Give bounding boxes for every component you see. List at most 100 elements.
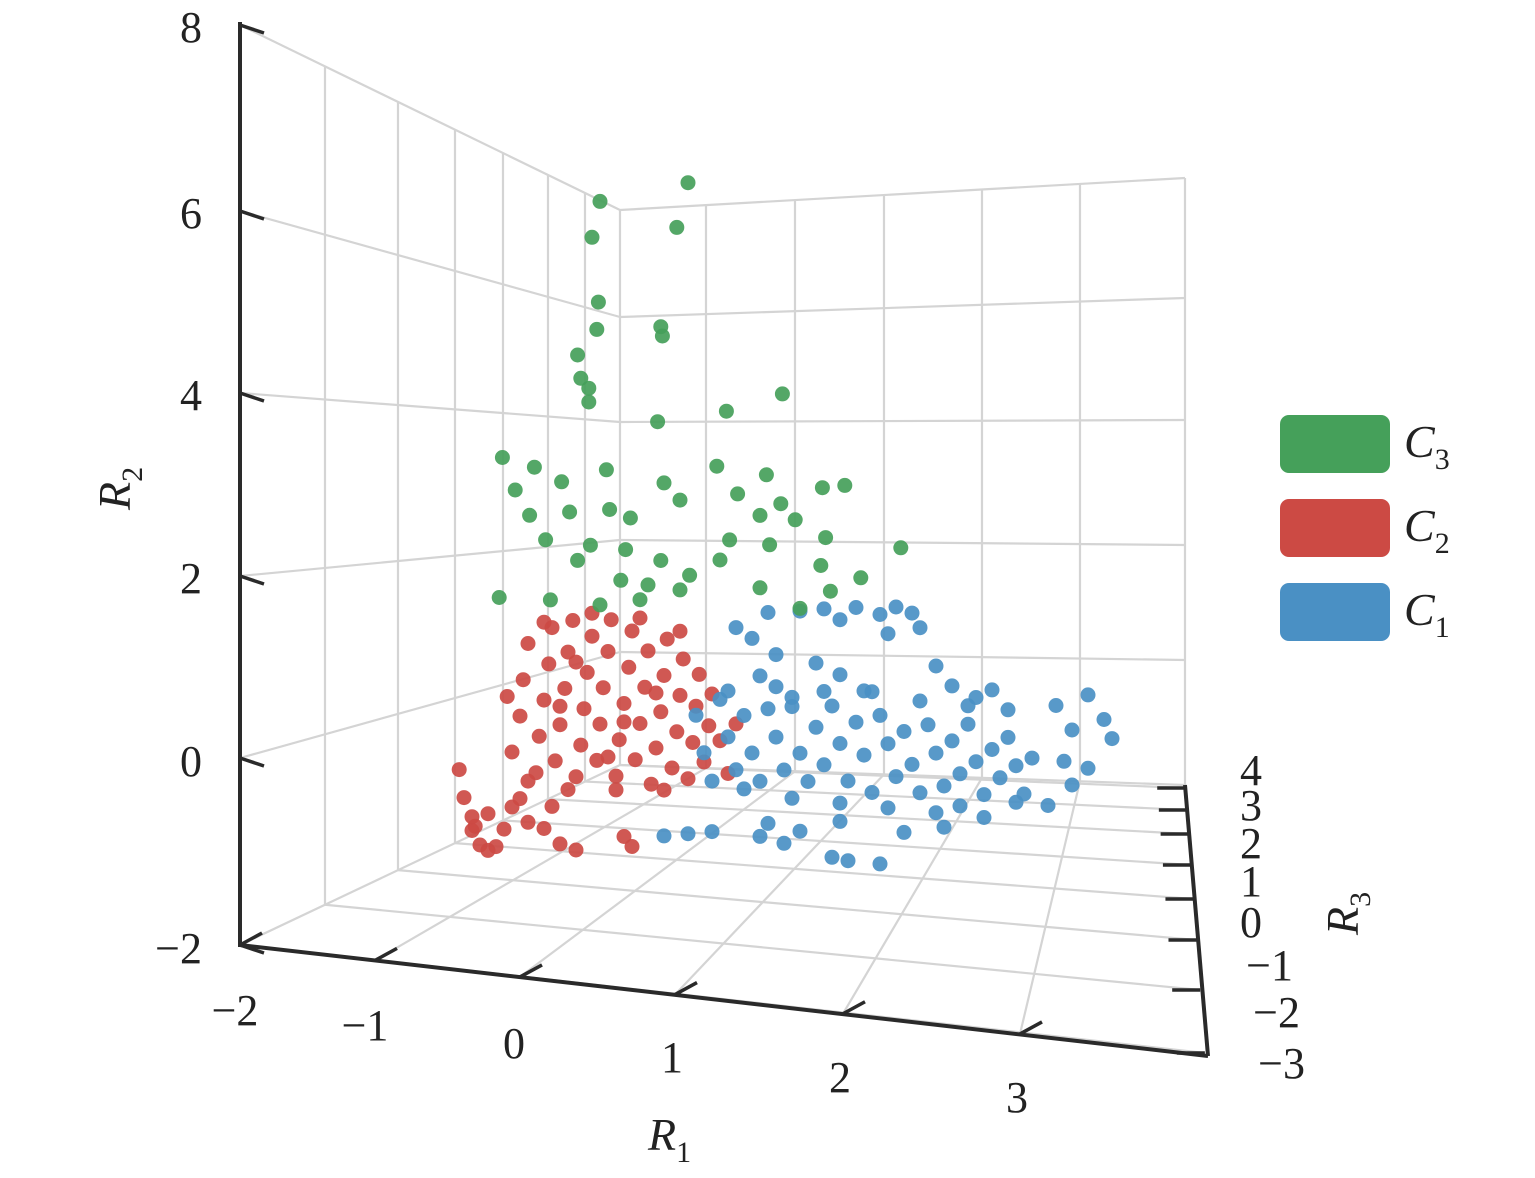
x-axis-line	[239, 943, 1209, 1058]
y-tick-label: 2	[180, 554, 202, 603]
data-point-c1	[1008, 758, 1024, 774]
x-tick	[239, 931, 263, 947]
data-point-c1	[904, 605, 920, 621]
z-tick-label: −3	[1258, 1039, 1305, 1088]
data-point-c1	[768, 729, 784, 745]
data-point-c1	[808, 655, 824, 671]
data-point-c1	[912, 693, 928, 709]
data-point-c3	[570, 347, 586, 363]
grid-line	[239, 209, 621, 319]
y-tick	[239, 23, 265, 35]
data-point-c2	[680, 771, 696, 787]
data-point-c2	[616, 696, 632, 711]
grid-line	[239, 391, 621, 424]
data-point-c3	[752, 507, 768, 523]
data-point-c2	[624, 839, 640, 854]
data-point-c2	[499, 689, 515, 704]
z-tick-label: 2	[1240, 819, 1262, 868]
data-point-c1	[832, 612, 848, 628]
data-point-c1	[912, 620, 928, 636]
data-point-c1	[1104, 731, 1120, 747]
data-point-c2	[512, 708, 528, 724]
data-point-c1	[952, 798, 968, 814]
data-point-c3	[590, 294, 606, 310]
data-point-c1	[752, 773, 768, 789]
data-point-c1	[848, 714, 864, 730]
data-point-c1	[984, 742, 1000, 757]
data-point-c2	[600, 749, 616, 765]
data-point-c2	[552, 836, 568, 852]
data-point-c2	[672, 623, 688, 639]
data-point-c1	[1040, 798, 1056, 813]
data-point-c1	[1064, 777, 1080, 793]
data-point-c1	[896, 724, 912, 739]
data-point-c2	[560, 782, 576, 798]
data-point-c3	[814, 480, 830, 496]
data-point-c1	[920, 717, 936, 733]
x-tick-label: 3	[1006, 1073, 1028, 1122]
data-point-c1	[808, 719, 824, 735]
data-point-c3	[709, 458, 725, 474]
data-point-c1	[976, 810, 992, 825]
z-tick-label: −1	[1246, 941, 1293, 990]
y-tick	[239, 574, 265, 586]
data-point-c1	[720, 729, 736, 745]
x-tick-label: −2	[212, 986, 259, 1035]
legend-swatch-c3	[1280, 415, 1390, 473]
data-point-c3	[491, 590, 507, 605]
data-point-c3	[589, 321, 605, 337]
grid-line	[584, 780, 1187, 812]
data-point-c2	[627, 752, 643, 768]
data-point-c1	[856, 747, 872, 763]
data-point-c1	[800, 774, 816, 789]
data-point-c2	[568, 769, 584, 785]
x-tick	[674, 981, 698, 997]
data-point-c3	[522, 507, 538, 523]
data-point-c1	[792, 823, 808, 839]
data-point-c1	[760, 815, 776, 831]
data-point-c2	[451, 762, 467, 778]
grid-line	[547, 798, 1189, 836]
y-tick	[239, 391, 265, 403]
z-tick-label: 3	[1240, 781, 1262, 830]
data-point-c1	[928, 658, 944, 674]
data-point-c1	[768, 647, 784, 663]
data-point-c2	[467, 818, 483, 834]
y-tick	[239, 943, 265, 955]
data-point-c2	[664, 760, 680, 776]
data-point-c1	[824, 698, 840, 714]
data-point-c2	[536, 692, 552, 708]
data-point-c2	[656, 782, 672, 798]
grid-line	[674, 773, 885, 996]
data-point-c2	[557, 681, 573, 696]
data-point-c1	[832, 667, 848, 683]
data-point-c2	[552, 698, 568, 714]
data-point-c1	[960, 698, 976, 714]
data-point-c3	[669, 219, 685, 235]
data-point-c1	[768, 679, 784, 695]
data-point-c3	[622, 510, 638, 526]
data-point-c2	[653, 704, 669, 720]
data-points	[451, 175, 1120, 872]
data-point-c1	[944, 678, 960, 694]
data-point-c2	[560, 644, 576, 660]
data-point-c1	[816, 684, 832, 699]
data-point-c1	[832, 736, 848, 751]
data-point-c2	[576, 701, 592, 717]
z-axis-line	[1183, 784, 1210, 1057]
data-point-c3	[538, 532, 554, 548]
data-point-c1	[880, 800, 896, 816]
z-axis-title: R3	[1317, 892, 1377, 936]
data-point-c1	[704, 824, 720, 840]
data-point-c3	[787, 512, 803, 528]
data-point-c2	[531, 728, 547, 744]
data-point-c1	[1056, 753, 1072, 769]
grid-line	[619, 176, 1186, 212]
data-point-c1	[928, 805, 944, 821]
data-point-c1	[1080, 760, 1096, 776]
data-point-c2	[520, 636, 536, 651]
data-point-c1	[1000, 702, 1016, 718]
data-point-c2	[675, 651, 691, 667]
